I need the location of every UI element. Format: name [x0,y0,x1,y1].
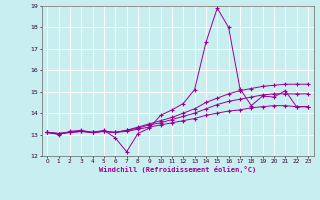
X-axis label: Windchill (Refroidissement éolien,°C): Windchill (Refroidissement éolien,°C) [99,166,256,173]
